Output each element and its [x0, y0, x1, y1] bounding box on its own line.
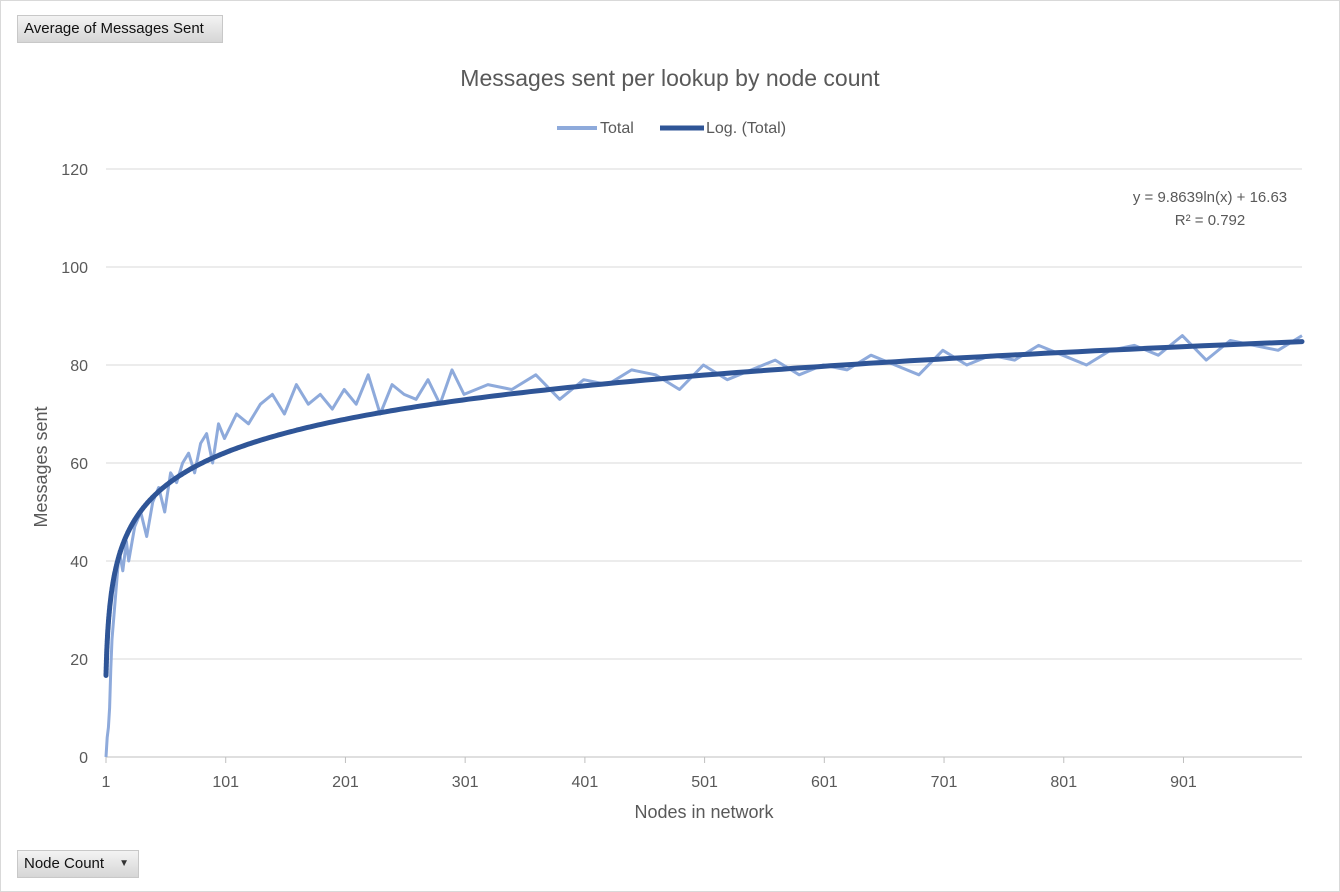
- series-line-log-trend: [103, 339, 1305, 678]
- x-tick-label-501: 501: [691, 774, 718, 791]
- x-tick-label-101: 101: [212, 774, 239, 791]
- legend: Total Log. (Total): [557, 120, 786, 137]
- x-tick-label-801: 801: [1050, 774, 1077, 791]
- pivot-values-field-button[interactable]: Average of Messages Sent: [17, 15, 223, 43]
- legend-label-log: Log. (Total): [706, 120, 786, 137]
- legend-label-total: Total: [600, 120, 634, 137]
- y-axis-ticks: 0 20 40 60 80 100 120: [61, 162, 88, 767]
- x-tick-label-601: 601: [811, 774, 838, 791]
- pivot-values-field-label: Average of Messages Sent: [24, 20, 204, 37]
- y-axis-label: Messages sent: [31, 406, 51, 527]
- y-tick-label-0: 0: [79, 750, 88, 767]
- x-tick-label-901: 901: [1170, 774, 1197, 791]
- x-axis-ticks: 1 101 201 301 401 501 601 701 801 901: [102, 757, 1197, 791]
- x-tick-label-1: 1: [102, 774, 111, 791]
- pivot-axis-field-label: Node Count: [24, 855, 105, 872]
- x-tick-label-201: 201: [332, 774, 359, 791]
- y-tick-label-120: 120: [61, 162, 88, 179]
- x-axis-label: Nodes in network: [634, 802, 774, 822]
- pivot-axis-field-button[interactable]: Node Count ▼: [17, 850, 139, 878]
- y-tick-label-80: 80: [70, 358, 88, 375]
- y-tick-label-60: 60: [70, 456, 88, 473]
- trendline-equation: y = 9.8639ln(x) + 16.63: [1133, 189, 1287, 206]
- x-tick-label-401: 401: [572, 774, 599, 791]
- gridlines: [106, 168, 1302, 758]
- y-tick-label-100: 100: [61, 260, 88, 277]
- series-line-total: [104, 334, 1303, 758]
- series-layer: [103, 334, 1305, 758]
- y-tick-label-20: 20: [70, 652, 88, 669]
- y-tick-label-40: 40: [70, 554, 88, 571]
- chart-title: Messages sent per lookup by node count: [460, 65, 880, 91]
- x-tick-label-301: 301: [452, 774, 479, 791]
- chevron-down-icon[interactable]: ▼: [119, 858, 129, 869]
- trendline-r-squared: R² = 0.792: [1175, 212, 1245, 229]
- x-tick-label-701: 701: [931, 774, 958, 791]
